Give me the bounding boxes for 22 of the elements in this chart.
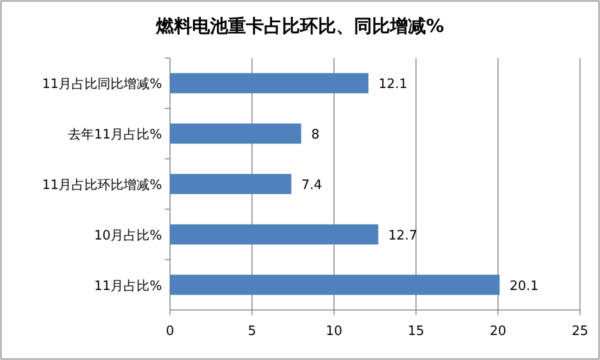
data-label: 12.7 <box>388 228 418 244</box>
x-tick-label: 10 <box>326 324 342 339</box>
x-tick-label: 0 <box>166 324 174 339</box>
y-tick-label: 11月占比环比增减% <box>42 178 162 193</box>
y-tick-label: 10月占比% <box>94 228 162 244</box>
bar <box>170 124 302 144</box>
bar <box>170 224 378 244</box>
bar <box>170 174 292 194</box>
bar <box>170 274 500 295</box>
x-tick-label: 20 <box>490 324 506 339</box>
y-tick-label: 11月占比同比增减% <box>42 77 162 92</box>
x-tick-label: 5 <box>248 324 256 339</box>
data-label: 12.1 <box>378 77 408 92</box>
bar <box>170 73 368 94</box>
y-tick-label: 11月占比% <box>94 278 162 294</box>
data-label: 20.1 <box>510 278 539 294</box>
data-label: 8 <box>311 128 320 143</box>
x-tick-label: 15 <box>408 324 424 339</box>
data-label: 7.4 <box>301 178 322 193</box>
chart-title: 燃料电池重卡占比环比、同比增减% <box>154 16 444 37</box>
x-tick-label: 25 <box>572 324 588 339</box>
y-tick-label: 去年11月占比% <box>68 128 162 143</box>
